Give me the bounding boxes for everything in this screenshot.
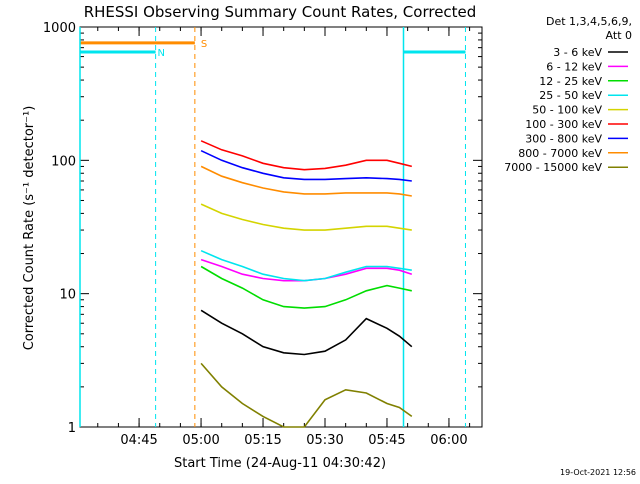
legend-entry-7: 800 - 7000 keV [518, 147, 602, 160]
x-tick-label: 06:00 [430, 433, 467, 448]
legend-entry-3: 25 - 50 keV [539, 89, 602, 102]
x-tick-label: 04:45 [120, 433, 157, 448]
series-line-6 [200, 149, 412, 182]
legend-entry-1: 6 - 12 keV [546, 60, 602, 73]
legend-entry-2: 12 - 25 keV [539, 75, 602, 88]
segment-label-1: N [157, 48, 164, 59]
detector-note-line1: Det 1,3,4,5,6,9, [546, 15, 632, 28]
chart-title: RHESSI Observing Summary Count Rates, Co… [84, 3, 477, 21]
footer-date: 19-Oct-2021 12:56 [560, 468, 636, 477]
legend-entry-5: 100 - 300 keV [525, 118, 602, 131]
series-line-2 [200, 265, 412, 309]
y-tick-label: 10 [59, 288, 76, 303]
detector-note-line2: Att 0 [606, 29, 632, 42]
legend-entry-0: 3 - 6 keV [553, 46, 602, 59]
y-axis-label: Corrected Count Rate (s⁻¹ detector⁻¹) [22, 106, 37, 351]
series-line-8 [200, 362, 413, 428]
x-tick-label: 05:15 [244, 433, 281, 448]
x-tick-label: 05:30 [306, 433, 343, 448]
x-tick-label: 05:45 [368, 433, 405, 448]
series-line-5 [200, 140, 412, 171]
series-line-3 [200, 249, 412, 282]
x-axis-label: Start Time (24-Aug-11 04:30:42) [174, 456, 386, 471]
x-tick-label: 05:00 [182, 433, 219, 448]
plot-layer: 1 10 100 1000 04:45 05:00 05:15 05:30 05:45 06:00… [43, 21, 628, 448]
y-tick-label: 100 [51, 154, 76, 169]
segment-label-0: S [201, 39, 207, 50]
series-line-0 [200, 309, 413, 356]
series-line-4 [200, 203, 412, 231]
y-tick-label: 1000 [43, 21, 76, 36]
series-line-7 [200, 165, 412, 197]
legend-entry-6: 300 - 800 keV [525, 132, 602, 145]
y-tick-label: 1 [68, 421, 76, 436]
legend-entry-4: 50 - 100 keV [532, 104, 602, 117]
legend-entry-8: 7000 - 15000 keV [504, 161, 602, 174]
